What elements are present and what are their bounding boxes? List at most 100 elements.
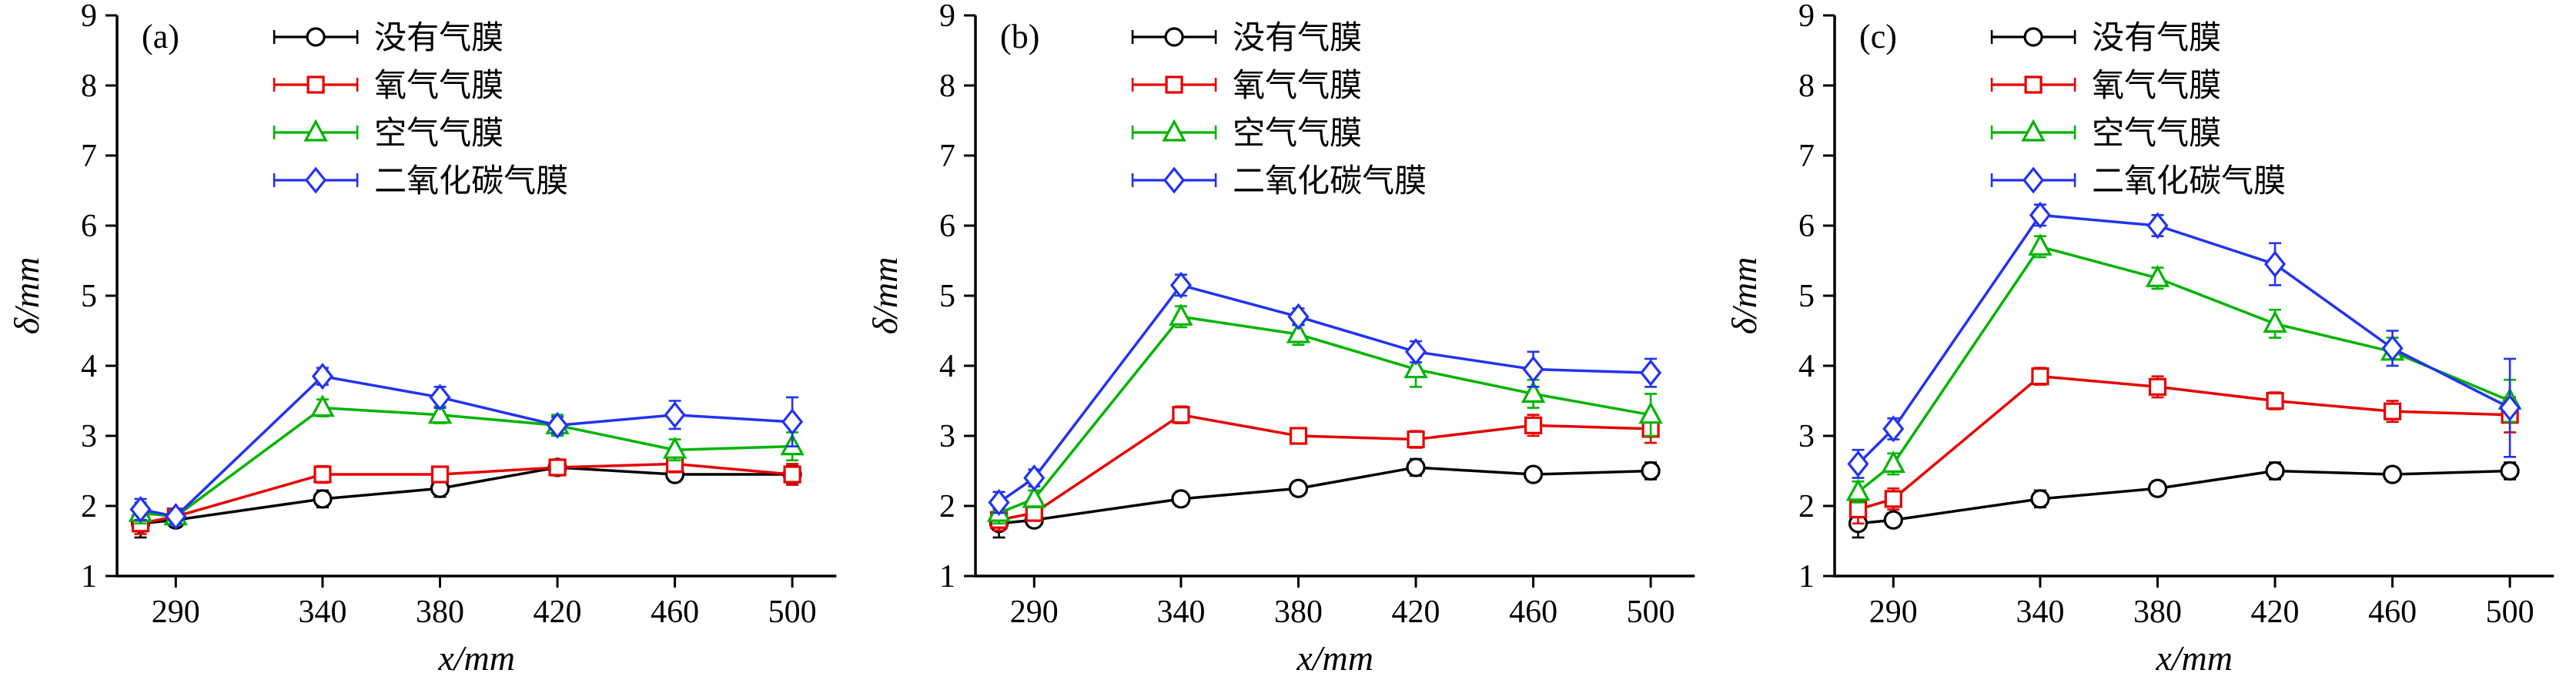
chart-panel-c: 1 2 3 4 5 6 7 8 9 290 340 380 420 460 500 x/mm δ/mm (c) 没有… xyxy=(1718,0,2576,690)
series-0 xyxy=(989,457,1661,539)
legend-item-3: 二氧化碳气膜 xyxy=(1990,164,2286,199)
y-tick-label: 3 xyxy=(81,419,97,454)
y-tick-label: 3 xyxy=(939,419,955,454)
y-tick-label: 2 xyxy=(939,489,955,524)
x-tick-label: 340 xyxy=(1157,595,1206,630)
x-axis-label: x/mm xyxy=(2155,638,2233,678)
chart-panel-b: 1 2 3 4 5 6 7 8 9 290 340 380 420 460 500 x/mm δ/mm (b) 没有… xyxy=(858,0,1717,690)
series-2 xyxy=(1845,233,2522,504)
y-tick-label: 9 xyxy=(939,0,955,34)
series-1 xyxy=(1848,367,2519,525)
chart-svg: 1 2 3 4 5 6 7 8 9 290 340 380 420 460 500 x/mm δ/mm (b) 没有… xyxy=(865,0,1695,678)
y-tick-label: 2 xyxy=(81,489,97,524)
legend-item-3: 二氧化碳气膜 xyxy=(273,164,568,199)
legend-item-0: 没有气膜 xyxy=(273,21,503,56)
x-tick-label: 290 xyxy=(152,595,200,630)
x-tick-label: 500 xyxy=(2485,595,2534,630)
legend-label: 没有气膜 xyxy=(374,21,503,56)
legend-item-0: 没有气膜 xyxy=(1132,21,1363,56)
series-0 xyxy=(1848,461,2520,539)
x-tick-label: 500 xyxy=(1627,595,1675,630)
y-tick-label: 7 xyxy=(939,139,955,174)
y-tick-label: 5 xyxy=(939,279,955,314)
series-0 xyxy=(130,457,802,539)
legend-item-2: 空气气膜 xyxy=(1990,116,2221,152)
y-tick-label: 6 xyxy=(81,209,97,244)
y-tick-label: 2 xyxy=(1798,489,1815,524)
panel-label: (b) xyxy=(1000,18,1039,55)
legend-label: 氧气气膜 xyxy=(1233,69,1362,104)
series-3 xyxy=(1847,201,2521,479)
y-tick-label: 5 xyxy=(1798,279,1815,314)
legend-label: 二氧化碳气膜 xyxy=(1233,164,1427,199)
x-tick-label: 460 xyxy=(651,595,699,630)
x-tick-label: 380 xyxy=(2133,595,2182,630)
legend-item-1: 氧气气膜 xyxy=(1132,69,1363,104)
legend-label: 没有气膜 xyxy=(2092,21,2221,56)
legend-label: 没有气膜 xyxy=(1233,21,1362,56)
x-tick-label: 380 xyxy=(1274,595,1323,630)
x-axis-label: x/mm xyxy=(437,638,515,678)
y-tick-label: 8 xyxy=(1798,69,1815,104)
legend-label: 氧气气膜 xyxy=(2092,69,2221,104)
x-tick-label: 420 xyxy=(1392,595,1440,630)
y-tick-label: 7 xyxy=(1798,139,1815,174)
y-tick-label: 6 xyxy=(939,209,955,244)
y-axis-label: δ/mm xyxy=(1725,257,1764,335)
x-tick-label: 290 xyxy=(1010,595,1059,630)
legend-item-1: 氧气气膜 xyxy=(1990,69,2221,104)
legend-label: 空气气膜 xyxy=(1233,116,1362,152)
y-tick-label: 1 xyxy=(939,559,955,595)
x-tick-label: 420 xyxy=(2250,595,2299,630)
x-tick-label: 290 xyxy=(1868,595,1917,630)
legend-label: 氧气气膜 xyxy=(374,69,503,104)
x-tick-label: 460 xyxy=(2368,595,2417,630)
x-tick-label: 340 xyxy=(2016,595,2064,630)
axes: 1 2 3 4 5 6 7 8 9 290 340 380 420 460 500 xyxy=(81,0,837,630)
chart-panel-a: 1 2 3 4 5 6 7 8 9 290 340 380 420 460 500 x/mm δ/mm (a) 没有… xyxy=(0,0,858,690)
y-tick-label: 1 xyxy=(81,559,97,595)
x-tick-label: 420 xyxy=(534,595,582,630)
y-tick-label: 8 xyxy=(939,69,955,104)
legend-item-1: 氧气气膜 xyxy=(273,69,503,104)
series-3 xyxy=(988,271,1662,517)
y-tick-label: 4 xyxy=(81,349,97,384)
y-tick-label: 9 xyxy=(81,0,97,34)
legend-label: 空气气膜 xyxy=(374,116,503,152)
x-axis-label: x/mm xyxy=(1296,638,1374,678)
x-tick-label: 380 xyxy=(416,595,464,630)
legend-item-0: 没有气膜 xyxy=(1990,21,2221,56)
axes: 1 2 3 4 5 6 7 8 9 290 340 380 420 460 500 xyxy=(939,0,1695,630)
panel-label: (a) xyxy=(142,18,179,55)
legend-label: 二氧化碳气膜 xyxy=(2092,164,2286,199)
panel-label: (c) xyxy=(1859,18,1897,55)
axes: 1 2 3 4 5 6 7 8 9 290 340 380 420 460 500 xyxy=(1798,0,2554,630)
y-tick-label: 4 xyxy=(1798,349,1815,384)
x-tick-label: 340 xyxy=(298,595,346,630)
y-tick-label: 9 xyxy=(1798,0,1815,34)
y-tick-label: 1 xyxy=(1798,559,1815,595)
y-axis-label: δ/mm xyxy=(865,257,905,335)
x-tick-label: 500 xyxy=(768,595,817,630)
y-axis-label: δ/mm xyxy=(7,257,46,335)
chart-svg: 1 2 3 4 5 6 7 8 9 290 340 380 420 460 500 x/mm δ/mm (c) 没有… xyxy=(1725,0,2554,678)
y-tick-label: 7 xyxy=(81,139,97,174)
y-tick-label: 6 xyxy=(1798,209,1815,244)
y-tick-label: 5 xyxy=(81,279,97,314)
series-3 xyxy=(129,363,804,531)
legend-item-3: 二氧化碳气膜 xyxy=(1132,164,1427,199)
legend-item-2: 空气气膜 xyxy=(273,116,503,152)
y-tick-label: 4 xyxy=(939,349,955,384)
series-2 xyxy=(987,303,1664,525)
y-tick-label: 3 xyxy=(1798,419,1815,454)
series-1 xyxy=(131,454,801,535)
x-tick-label: 460 xyxy=(1509,595,1557,630)
legend-item-2: 空气气膜 xyxy=(1132,116,1363,152)
legend-label: 空气气膜 xyxy=(2092,116,2221,152)
legend-label: 二氧化碳气膜 xyxy=(374,164,568,199)
y-tick-label: 8 xyxy=(81,69,97,104)
